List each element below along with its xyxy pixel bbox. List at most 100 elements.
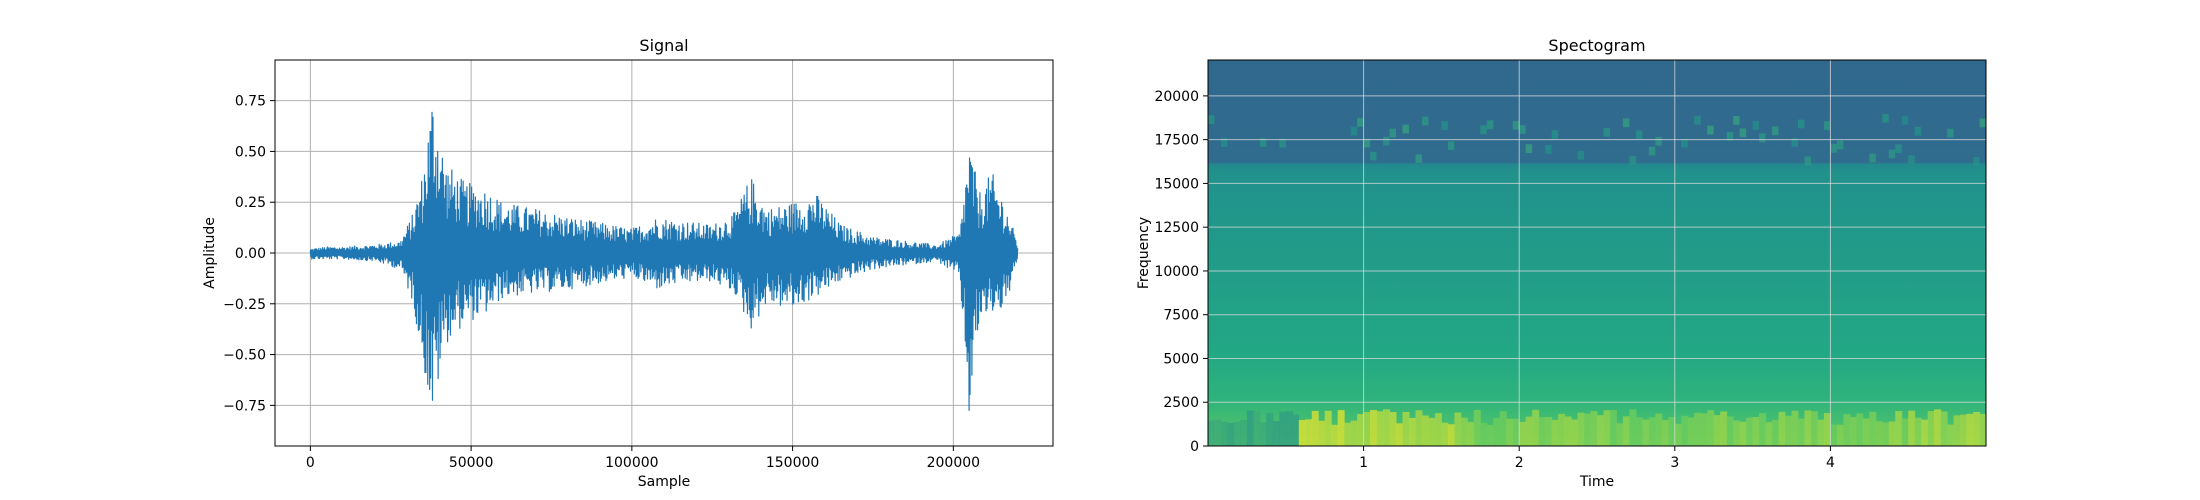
spectrogram-cell <box>1558 413 1566 446</box>
y-tick-label: 0.00 <box>235 246 266 262</box>
spectrogram-cell <box>1733 116 1740 125</box>
spectrogram-cell <box>1914 126 1922 136</box>
spectrogram-axes-frame <box>1207 59 1987 447</box>
spectrogram-cell <box>1344 422 1352 446</box>
spectrogram-cell <box>1882 422 1890 446</box>
signal-x-axis-label: Sample <box>638 474 691 490</box>
y-tick-label: 2500 <box>1163 395 1199 411</box>
spectrogram-cell <box>1648 417 1656 446</box>
spectrogram-cell <box>1279 138 1286 148</box>
spectrogram-cell <box>1791 138 1798 147</box>
spectrogram-cell <box>1545 417 1553 446</box>
spectrogram-cell <box>1512 418 1520 446</box>
spectrogram-cell <box>1415 154 1422 164</box>
y-tick-label: 0.25 <box>235 195 266 211</box>
spectrogram-cell <box>1804 156 1811 166</box>
spectrogram-cell <box>1823 121 1831 130</box>
spectrogram-cell <box>1908 410 1916 446</box>
x-tick-label: 2 <box>1515 455 1524 471</box>
spectrogram-cell <box>1480 125 1487 135</box>
spectrogram-cell <box>1921 419 1929 446</box>
spectrogram-cell <box>1726 416 1734 446</box>
x-tick-label: 50000 <box>449 455 494 471</box>
signal-x-ticks: 0 50000 100000 150000 200000 <box>306 446 980 471</box>
spectrogram-cell <box>1869 411 1877 446</box>
spectrogram-cell <box>1383 136 1390 146</box>
spectrogram-cell <box>1396 423 1403 446</box>
spectrogram-cell <box>1480 422 1488 446</box>
x-tick-label: 200000 <box>927 455 980 471</box>
spectrogram-cell <box>1901 115 1909 125</box>
spectrogram-cell <box>1973 411 1981 446</box>
spectrogram-cell <box>1934 409 1942 446</box>
spectrogram-cell <box>1726 131 1734 141</box>
spectrogram-cell <box>1376 411 1384 446</box>
spectrogram-cell <box>1622 416 1630 446</box>
spectrogram-cell <box>1441 422 1449 446</box>
spectrogram-cell <box>1421 415 1429 446</box>
spectrogram-cell <box>1389 412 1397 446</box>
spectrogram-cell <box>1823 413 1831 446</box>
spectrogram-cell <box>1681 138 1688 148</box>
spectrogram-cell <box>1447 141 1455 151</box>
spectrogram-cell <box>1720 411 1728 446</box>
spectrogram-cell <box>1895 411 1903 446</box>
spectrogram-cell <box>1519 421 1527 446</box>
spectrogram-cell <box>1415 410 1423 446</box>
spectrogram-y-ticks: 0 2500 5000 7500 10000 12500 15000 17500 20000 <box>1154 89 1208 455</box>
x-tick-label: 3 <box>1670 455 1679 471</box>
spectrogram-cell <box>1810 411 1818 446</box>
spectrogram-cell <box>1402 411 1410 446</box>
spectrogram-cell <box>1383 409 1391 446</box>
y-tick-label: 15000 <box>1154 176 1199 192</box>
spectrogram-cell <box>1694 412 1702 446</box>
spectrogram-cell <box>1577 412 1585 446</box>
spectrogram-cell <box>1797 119 1805 129</box>
spectrogram-cell <box>1350 420 1358 446</box>
spectrogram-cell <box>1564 416 1572 446</box>
x-tick-label: 150000 <box>766 455 819 471</box>
spectrogram-cell <box>1947 424 1955 446</box>
spectrogram-cell <box>1681 415 1689 446</box>
spectrogram-cell <box>1512 120 1520 130</box>
y-tick-label: 7500 <box>1163 308 1199 324</box>
spectrogram-cell <box>1739 128 1747 138</box>
signal-waveform <box>309 111 1019 411</box>
spectrogram-cell <box>1869 153 1876 163</box>
spectrogram-cell <box>1279 411 1287 446</box>
spectrogram-cell <box>1246 410 1254 446</box>
spectrogram-cell <box>1597 415 1604 446</box>
spectrogram-cell <box>1454 412 1462 446</box>
spectrogram-cell <box>1506 418 1514 446</box>
spectrogram-cell <box>1759 413 1767 446</box>
spectrogram-cell <box>1882 113 1889 123</box>
spectrogram-cell <box>1460 417 1468 446</box>
spectrogram-cell <box>1331 424 1339 446</box>
y-tick-label: 0.75 <box>235 94 266 110</box>
spectrogram-cell <box>1875 421 1883 446</box>
spectrogram-cell <box>1694 115 1701 125</box>
spectrogram-cell <box>1259 422 1267 446</box>
spectrogram-cell <box>1421 116 1429 126</box>
spectrogram-cell <box>1577 150 1585 160</box>
spectrogram-cell <box>1609 410 1617 446</box>
spectrogram-cell <box>1629 409 1637 446</box>
spectrogram-cell <box>1363 138 1371 148</box>
spectrogram-cell <box>1318 420 1326 446</box>
spectrogram-cell <box>1408 417 1416 446</box>
spectrogram-cell <box>1713 415 1721 446</box>
spectrogram-y-axis-label: Frequency <box>1136 217 1152 289</box>
spectrogram-cell <box>1772 126 1779 136</box>
spectrogram-cell <box>1849 417 1857 446</box>
spectrogram-cell <box>1914 417 1922 446</box>
spectrogram-cell <box>1804 410 1812 446</box>
y-tick-label: −0.25 <box>223 297 266 313</box>
spectrogram-cell <box>1551 130 1559 139</box>
spectrogram-cell <box>1817 419 1825 446</box>
spectrogram-cell <box>1668 416 1676 446</box>
spectrogram-cell <box>1707 125 1714 135</box>
spectrogram-cell <box>1856 413 1864 446</box>
spectrogram-cell <box>1797 418 1805 446</box>
spectrogram-cell <box>1208 420 1215 446</box>
